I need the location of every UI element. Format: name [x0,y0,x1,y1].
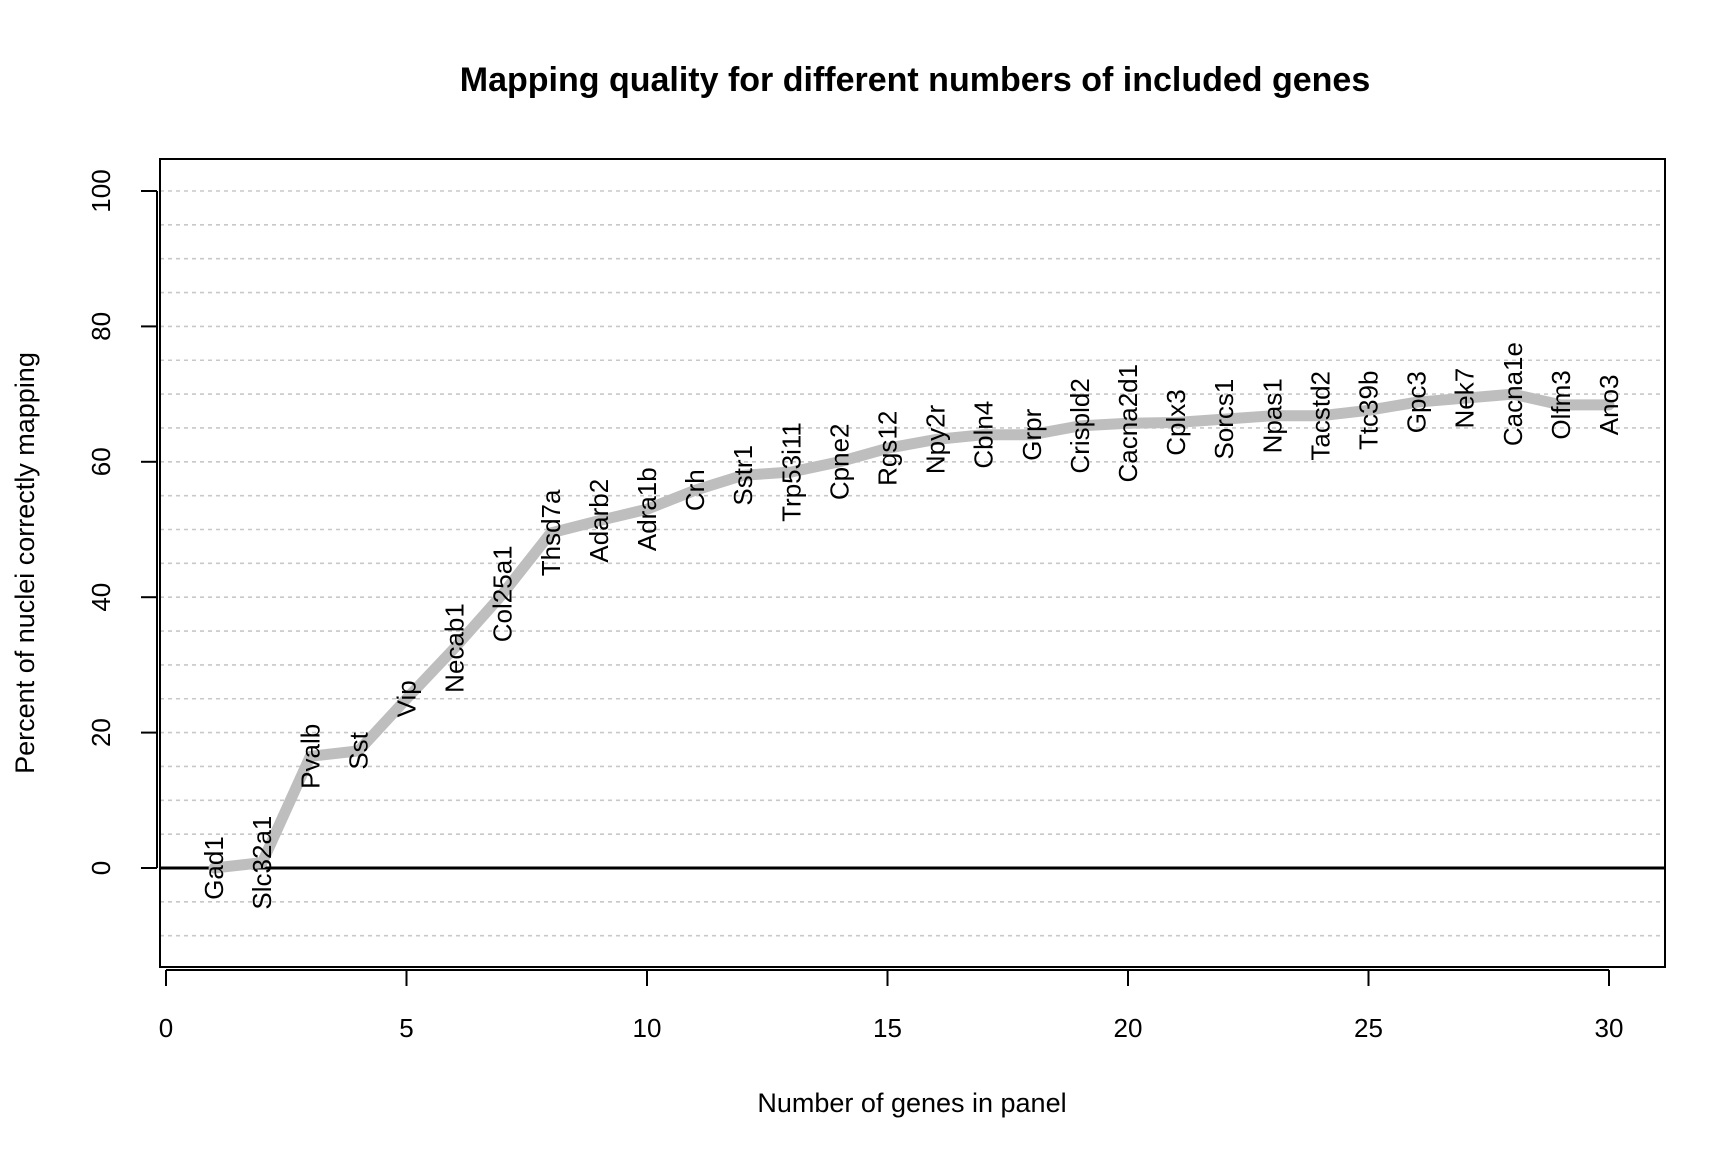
point-label: Cbln4 [969,401,999,469]
chart-title: Mapping quality for different numbers of… [460,61,1371,99]
point-label: Npy2r [921,404,951,474]
y-tick-label: 60 [86,447,116,476]
point-label: Cacna2d1 [1113,364,1143,483]
point-label: Col25a1 [488,545,518,642]
grid-lines [160,190,1665,937]
point-label: Cpne2 [824,423,854,500]
point-label: Adarb2 [584,479,614,563]
point-label: Ttc39b [1354,371,1384,451]
point-label: Thsd7a [536,489,566,576]
point-label: Ano3 [1594,375,1624,436]
point-label: Cacna1e [1498,342,1528,446]
x-tick-label: 5 [399,1013,413,1043]
x-tick-label: 30 [1595,1013,1624,1043]
point-label: Sst [343,731,373,769]
x-tick-label: 25 [1354,1013,1383,1043]
point-label: Slc32a1 [247,816,277,910]
x-tick-label: 0 [159,1013,173,1043]
point-label: Gad1 [199,836,229,900]
x-axis: 0 5 10 15 20 25 30 [159,969,1624,1043]
point-label: Sstr1 [728,445,758,506]
y-tick-label: 40 [86,583,116,612]
point-label: Pvalb [295,724,325,789]
point-label: Npas1 [1257,378,1287,453]
point-label: Adra1b [632,467,662,551]
x-tick-label: 10 [633,1013,662,1043]
point-label: Crh [680,469,710,511]
point-label: Gpc3 [1402,371,1432,433]
point-label: Sorcs1 [1209,379,1239,460]
series-line [208,388,1615,874]
point-label: Tacstd2 [1305,371,1335,461]
y-axis-label: Percent of nuclei correctly mapping [10,352,40,774]
x-tick-label: 15 [873,1013,902,1043]
y-tick-label: 100 [86,169,116,212]
point-label: Grpr [1017,408,1047,460]
y-tick-label: 80 [86,312,116,341]
point-label: Crispld2 [1065,378,1095,473]
point-label: Nek7 [1450,368,1480,429]
point-label: Olfm3 [1546,370,1576,439]
gene-labels: Gad1 Slc32a1 Pvalb Sst Vip Necab1 Col25a1 Thsd7… [199,342,1624,910]
point-label: Vip [392,680,422,717]
point-label: Cplx3 [1161,389,1191,455]
x-axis-label: Number of genes in panel [757,1088,1066,1118]
y-tick-label: 0 [86,861,116,875]
plot-frame [159,158,1666,968]
x-tick-label: 20 [1114,1013,1143,1043]
y-axis: 0 20 40 60 80 100 [86,169,158,875]
point-label: Trp53i11 [776,422,806,522]
y-tick-label: 20 [86,718,116,747]
point-label: Rgs12 [873,411,903,486]
point-label: Necab1 [440,603,470,693]
